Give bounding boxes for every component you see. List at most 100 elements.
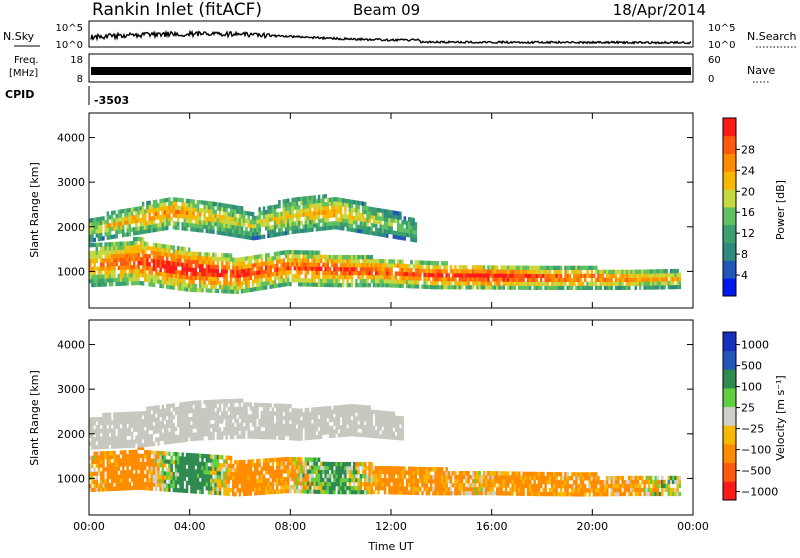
heatmap-cell — [364, 425, 367, 429]
heatmap-cell — [100, 441, 103, 445]
heatmap-cell — [564, 274, 567, 278]
heatmap-cell — [316, 199, 319, 203]
heatmap-cell — [159, 268, 162, 272]
heatmap-cell — [142, 486, 145, 490]
heatmap-cell — [428, 273, 431, 277]
heatmap-cell — [140, 454, 143, 458]
heatmap-cell — [311, 263, 314, 267]
heatmap-cell — [245, 492, 248, 496]
heatmap-cell — [265, 435, 268, 439]
heatmap-cell — [355, 478, 358, 482]
heatmap-cell — [679, 281, 682, 285]
heatmap-cell — [155, 267, 158, 271]
heatmap-cell — [199, 264, 202, 268]
heatmap-cell — [118, 278, 121, 282]
heatmap-cell — [179, 406, 182, 410]
heatmap-cell — [324, 259, 327, 263]
heatmap-cell — [190, 211, 193, 215]
heatmap-cell — [131, 412, 134, 416]
heatmap-cell — [190, 465, 193, 469]
heatmap-cell — [320, 199, 323, 203]
heatmap-cell — [364, 263, 367, 267]
heatmap-cell — [151, 204, 154, 208]
heatmap-cell — [170, 460, 173, 464]
heatmap-cell — [344, 421, 347, 425]
heatmap-cell — [142, 269, 145, 273]
heatmap-cell — [362, 214, 365, 218]
heatmap-cell — [177, 411, 180, 415]
heatmap-cell — [120, 462, 123, 466]
heatmap-cell — [258, 254, 261, 258]
heatmap-cell — [201, 454, 204, 458]
heatmap-cell — [338, 486, 341, 490]
heatmap-cell — [628, 274, 631, 278]
heatmap-cell — [313, 423, 316, 427]
heatmap-cell — [223, 399, 226, 403]
heatmap-cell — [201, 268, 204, 272]
heatmap-cell — [267, 427, 270, 431]
heatmap-cell — [232, 431, 235, 435]
heatmap-cell — [368, 219, 371, 223]
heatmap-cell — [335, 209, 338, 213]
heatmap-cell — [305, 489, 308, 493]
heatmap-cell — [267, 273, 270, 277]
heatmap-cell — [146, 427, 149, 431]
heatmap-cell — [415, 268, 418, 272]
heatmap-cell — [296, 201, 299, 205]
heatmap-cell — [599, 270, 602, 274]
heatmap-cell — [307, 457, 310, 461]
heatmap-cell — [432, 265, 435, 269]
heatmap-cell — [157, 255, 160, 259]
heatmap-cell — [234, 480, 237, 484]
heatmap-cell — [252, 228, 255, 232]
heatmap-cell — [212, 412, 215, 416]
heatmap-cell — [406, 276, 409, 280]
heatmap-cell — [175, 254, 178, 258]
heatmap-cell — [168, 436, 171, 440]
heatmap-cell — [140, 431, 143, 435]
heatmap-cell — [113, 436, 116, 440]
heatmap-cell — [177, 250, 180, 254]
heatmap-cell — [375, 279, 378, 283]
heatmap-cell — [386, 230, 389, 234]
heatmap-cell — [166, 285, 169, 289]
heatmap-cell — [298, 469, 301, 473]
heatmap-cell — [349, 259, 352, 263]
heatmap-cell — [373, 259, 376, 263]
heatmap-cell — [305, 457, 308, 461]
heatmap-cell — [232, 213, 235, 217]
heatmap-cell — [269, 419, 272, 423]
heatmap-cell — [280, 220, 283, 224]
heatmap-cell — [267, 419, 270, 423]
heatmap-cell — [148, 482, 151, 486]
heatmap-cell — [166, 459, 169, 463]
heatmap-cell — [331, 462, 334, 466]
heatmap-cell — [258, 223, 261, 227]
heatmap-cell — [302, 485, 305, 489]
heatmap-cell — [404, 268, 407, 272]
heatmap-cell — [342, 417, 345, 421]
heatmap-cell — [439, 277, 442, 281]
heatmap-cell — [353, 432, 356, 436]
heatmap-cell — [192, 453, 195, 457]
heatmap-cell — [280, 473, 283, 477]
heatmap-cell — [406, 280, 409, 284]
heatmap-cell — [274, 252, 277, 256]
heatmap-cell — [360, 213, 363, 217]
heatmap-cell — [421, 285, 424, 289]
heatmap-cell — [122, 274, 125, 278]
heatmap-cell — [241, 427, 244, 431]
heatmap-cell — [148, 422, 151, 426]
heatmap-cell — [388, 267, 391, 271]
heatmap-cell — [311, 228, 314, 232]
freq-label-line1: Freq. — [14, 55, 39, 66]
heatmap-cell — [175, 270, 178, 274]
heatmap-cell — [366, 466, 369, 470]
heatmap-cell — [263, 215, 266, 219]
heatmap-cell — [366, 421, 369, 425]
heatmap-cell — [507, 286, 510, 290]
heatmap-cell — [122, 246, 125, 250]
heatmap-cell — [124, 249, 127, 253]
heatmap-cell — [368, 462, 371, 466]
heatmap-cell — [104, 429, 107, 433]
